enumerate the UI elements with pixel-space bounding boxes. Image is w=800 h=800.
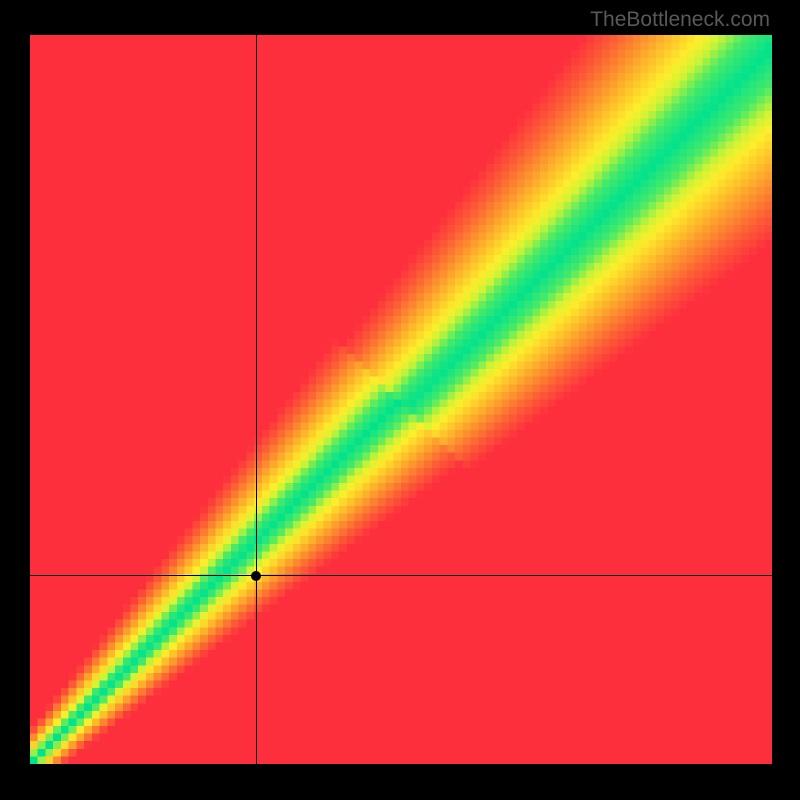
watermark-text: TheBottleneck.com <box>590 8 770 32</box>
bottleneck-heatmap <box>30 35 772 764</box>
crosshair-marker-dot <box>251 571 261 581</box>
crosshair-horizontal <box>30 575 772 576</box>
crosshair-vertical <box>256 35 257 764</box>
